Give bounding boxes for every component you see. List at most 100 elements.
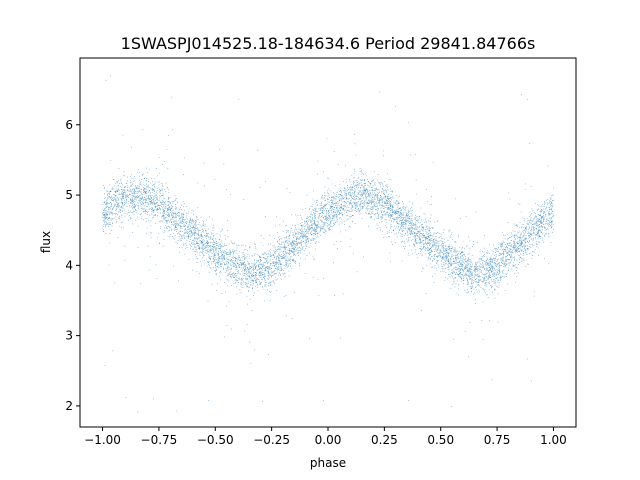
data-point <box>519 250 520 252</box>
data-point <box>402 226 404 227</box>
data-point <box>115 190 116 192</box>
data-point <box>440 271 442 273</box>
data-point <box>372 211 374 212</box>
data-point <box>148 209 150 211</box>
data-point <box>359 191 361 192</box>
data-point <box>286 263 288 265</box>
data-point <box>324 215 326 217</box>
data-point <box>375 195 377 196</box>
data-point <box>297 230 299 232</box>
data-point <box>337 206 339 208</box>
data-point <box>127 187 128 188</box>
data-point <box>477 270 479 271</box>
data-point <box>288 238 290 240</box>
data-point <box>531 227 533 229</box>
data-point <box>353 183 354 184</box>
data-point <box>455 267 457 269</box>
data-point <box>126 199 127 201</box>
data-point <box>385 203 387 204</box>
data-point <box>409 232 410 234</box>
data-point <box>199 247 201 249</box>
data-point <box>485 262 486 264</box>
data-point <box>357 182 358 183</box>
data-point <box>221 251 222 253</box>
data-point <box>132 193 134 194</box>
data-point <box>111 188 113 190</box>
data-point <box>548 224 550 225</box>
data-point <box>490 257 492 259</box>
data-point <box>399 221 400 222</box>
data-point <box>489 256 491 258</box>
data-point <box>514 248 516 250</box>
data-point <box>324 222 326 224</box>
data-point <box>113 194 115 195</box>
data-point <box>385 206 387 208</box>
data-point <box>494 259 495 261</box>
data-point <box>525 238 526 240</box>
data-point <box>294 243 295 244</box>
data-point <box>143 190 144 191</box>
data-point <box>288 238 290 239</box>
data-point <box>298 238 300 239</box>
data-point <box>108 212 110 214</box>
data-point <box>181 213 183 215</box>
data-point <box>324 205 326 207</box>
data-point <box>431 227 433 228</box>
data-point <box>171 213 173 214</box>
data-point <box>319 215 320 217</box>
data-point <box>535 224 537 225</box>
data-point <box>147 185 149 187</box>
data-point <box>523 218 525 219</box>
data-point <box>261 275 262 277</box>
data-point <box>284 258 286 260</box>
data-point <box>203 222 204 224</box>
data-point <box>404 241 405 242</box>
data-point <box>539 224 540 225</box>
data-point <box>243 262 245 264</box>
data-point <box>464 274 466 276</box>
data-point <box>293 262 295 263</box>
data-point <box>396 212 397 213</box>
data-point <box>391 231 393 233</box>
data-point <box>109 193 111 194</box>
data-point <box>124 245 126 247</box>
data-point <box>287 252 289 254</box>
data-point <box>219 233 221 235</box>
data-point <box>270 251 271 253</box>
data-point <box>409 201 410 203</box>
data-point <box>333 203 335 205</box>
data-point <box>400 218 402 219</box>
data-point <box>191 243 192 244</box>
data-point <box>479 251 481 252</box>
data-point <box>454 251 456 253</box>
data-point <box>389 213 390 214</box>
data-point <box>332 220 334 221</box>
data-point <box>381 218 382 220</box>
data-point <box>189 220 191 222</box>
data-point <box>116 209 118 211</box>
data-point <box>440 255 442 257</box>
data-point <box>511 255 512 257</box>
data-point <box>284 254 285 255</box>
data-point <box>293 241 295 242</box>
data-point <box>167 235 169 237</box>
data-point <box>485 261 487 262</box>
data-point <box>328 218 330 220</box>
data-point <box>363 186 365 188</box>
data-point <box>322 210 323 212</box>
data-point <box>390 260 391 262</box>
data-point <box>541 210 543 211</box>
data-point <box>184 228 186 230</box>
data-point <box>245 249 247 250</box>
data-point <box>522 216 524 218</box>
data-point <box>452 272 454 274</box>
data-point <box>154 183 156 185</box>
data-point <box>508 253 510 255</box>
data-point <box>178 236 180 237</box>
data-point <box>435 245 437 247</box>
data-point <box>280 263 282 265</box>
data-point <box>243 281 244 282</box>
data-point <box>535 225 537 226</box>
data-point <box>552 187 554 189</box>
data-point <box>363 204 365 205</box>
